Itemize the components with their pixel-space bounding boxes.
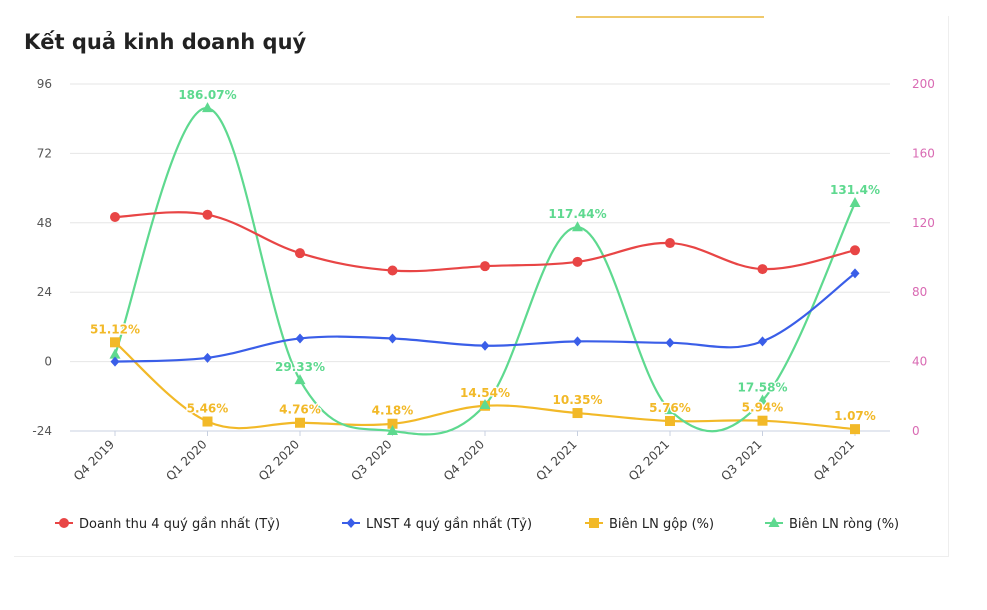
top-accent-bar [576, 16, 764, 18]
data-point [850, 424, 860, 435]
data-label: 131.4% [830, 183, 880, 197]
data-point [480, 340, 490, 351]
data-point [295, 417, 305, 428]
data-point [572, 256, 583, 267]
y-right-tick-label: 120 [912, 216, 935, 230]
data-point [665, 416, 675, 427]
data-label: 29.33% [275, 360, 325, 374]
y-left-tick-label: -24 [32, 424, 52, 438]
legend-marker [768, 517, 780, 527]
x-tick-label: Q4 2019 [71, 437, 117, 483]
data-point [573, 336, 582, 347]
data-point [480, 261, 490, 272]
legend-item: Biên LN gộp (%) [609, 517, 714, 532]
data-label: 1.07% [834, 409, 876, 423]
data-point [387, 265, 398, 276]
data-label: 186.07% [178, 88, 236, 102]
data-point [109, 348, 121, 359]
data-point [572, 221, 583, 232]
data-label: 10.35% [553, 393, 603, 407]
chart-card [14, 16, 949, 557]
data-point [849, 197, 861, 208]
legend-item: LNST 4 quý gần nhất (Tỷ) [366, 517, 532, 532]
y-left-tick-label: 24 [37, 285, 52, 299]
data-label: 5.76% [649, 401, 691, 415]
y-right-tick-label: 40 [912, 355, 927, 369]
legend: Doanh thu 4 quý gần nhất (Tỷ) LNST 4 quý … [55, 517, 899, 532]
y-axis-right: 200 160 120 80 40 0 [912, 77, 935, 438]
data-label: 17.58% [738, 380, 788, 394]
legend-marker [589, 518, 599, 528]
data-labels: 51.12% 5.46% 4.76% 4.18% 14.54% 10.35% 5.76% 5.… [89, 87, 881, 424]
data-point [203, 352, 212, 363]
data-label: 5.46% [187, 402, 229, 416]
data-point [665, 337, 675, 348]
y-left-tick-label: 0 [44, 355, 52, 369]
legend-item: Doanh thu 4 quý gần nhất (Tỷ) [79, 517, 280, 532]
data-point [850, 245, 860, 256]
data-point [757, 394, 768, 405]
x-tick-label: Q3 2021 [718, 437, 764, 483]
data-point [387, 425, 398, 435]
grid-lines [70, 83, 890, 432]
data-point [110, 337, 120, 348]
data-point [295, 333, 305, 344]
data-point [202, 102, 213, 113]
y-left-tick-label: 48 [37, 216, 52, 230]
data-point [665, 238, 675, 249]
data-point [294, 374, 306, 385]
legend-marker [346, 518, 356, 528]
legend-marker [59, 518, 69, 528]
x-tick-label: Q2 2021 [626, 437, 672, 483]
data-point [850, 268, 860, 279]
x-axis: Q4 2019 Q1 2020 Q2 2020 Q3 2020 Q4 2020 Q1 20… [71, 431, 857, 483]
y-left-tick-label: 96 [37, 77, 52, 91]
data-point [388, 333, 397, 344]
data-point [479, 398, 491, 409]
data-point [387, 418, 398, 429]
y-axis-left: 96 72 48 24 0 -24 [32, 77, 52, 438]
series-markers [109, 102, 861, 435]
data-label: 14.54% [460, 386, 510, 400]
data-point [572, 408, 583, 419]
data-point [295, 248, 305, 259]
x-tick-label: Q4 2021 [811, 437, 857, 483]
data-point [202, 209, 213, 220]
data-label: 117.44% [548, 207, 606, 221]
data-point [202, 416, 213, 427]
data-point [664, 404, 676, 415]
data-point [758, 336, 767, 347]
y-right-tick-label: 0 [912, 424, 920, 438]
data-point [110, 356, 120, 367]
y-right-tick-label: 200 [912, 77, 935, 91]
chart-title: Kết quả kinh doanh quý [24, 30, 307, 54]
data-point [757, 264, 768, 275]
data-label: 4.18% [372, 404, 414, 418]
legend-item: Biên LN ròng (%) [789, 517, 899, 532]
data-label: 4.76% [279, 403, 321, 417]
x-tick-label: Q1 2021 [533, 437, 579, 483]
data-point [757, 415, 768, 426]
data-point [110, 212, 120, 223]
data-label: 5.94% [742, 401, 784, 415]
y-right-tick-label: 160 [912, 146, 935, 160]
x-tick-label: Q3 2020 [348, 437, 394, 483]
data-label: 51.12% [90, 322, 140, 336]
y-left-tick-label: 72 [37, 146, 52, 160]
x-tick-label: Q1 2020 [163, 437, 209, 483]
y-right-tick-label: 80 [912, 285, 927, 299]
x-tick-label: Q2 2020 [256, 437, 302, 483]
x-tick-label: Q4 2020 [441, 437, 487, 483]
